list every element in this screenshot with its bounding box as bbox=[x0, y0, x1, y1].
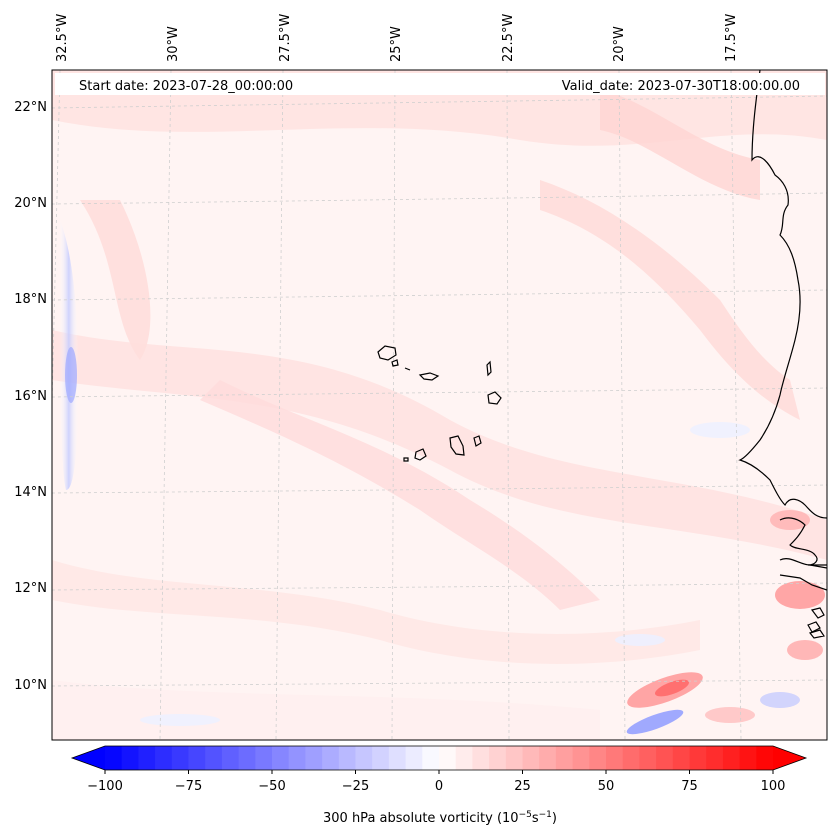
lon-label-32-5w: 32.5°W bbox=[55, 14, 70, 62]
lat-label-16n: 16°N bbox=[14, 389, 47, 404]
colorbar-cell bbox=[689, 746, 707, 770]
colorbar-label-exp2: −1 bbox=[539, 810, 552, 820]
colorbar-tick-label: 25 bbox=[514, 779, 531, 794]
colorbar-cell bbox=[522, 746, 540, 770]
colorbar-cell bbox=[205, 746, 223, 770]
coastline bbox=[377, 70, 827, 639]
colorbar-cell bbox=[155, 746, 173, 770]
colorbar-cell bbox=[606, 746, 624, 770]
colorbar-cell bbox=[555, 746, 574, 770]
colorbar-cell bbox=[672, 746, 691, 770]
colorbar-cell bbox=[171, 746, 190, 770]
colorbar-tick-label: 100 bbox=[761, 779, 786, 794]
lon-label-20w: 20°W bbox=[612, 26, 627, 62]
lat-label-10n: 10°N bbox=[14, 678, 47, 693]
lon-label-25w: 25°W bbox=[389, 26, 404, 62]
start-date-label: Start date: 2023-07-28_00:00:00 bbox=[79, 79, 293, 94]
colorbar-cell bbox=[439, 746, 457, 770]
colorbar-tick-label: 75 bbox=[681, 779, 698, 794]
lat-label-14n: 14°N bbox=[14, 485, 47, 500]
colorbar-cell bbox=[472, 746, 490, 770]
colorbar-cell bbox=[272, 746, 290, 770]
colorbar-cell bbox=[105, 746, 123, 770]
colorbar-cell bbox=[305, 746, 323, 770]
colorbar-label-exp1: −5 bbox=[519, 810, 532, 820]
colorbar-tick-label: −75 bbox=[175, 779, 202, 794]
graticule bbox=[52, 70, 827, 740]
colorbar-cell bbox=[238, 746, 256, 770]
lat-label-12n: 12°N bbox=[14, 581, 47, 596]
colorbar-label-text: 300 hPa absolute vorticity (10 bbox=[323, 811, 519, 826]
map-frame bbox=[51, 69, 828, 741]
lon-label-27-5w: 27.5°W bbox=[278, 14, 293, 62]
colorbar-cell bbox=[455, 746, 473, 770]
colorbar-tick-label: −25 bbox=[342, 779, 369, 794]
vorticity-field bbox=[52, 70, 827, 740]
date-header-box bbox=[55, 73, 825, 95]
colorbar-label-end: ) bbox=[552, 811, 557, 826]
colorbar-cell bbox=[255, 746, 273, 770]
colorbar-cell bbox=[288, 746, 306, 770]
colorbar-cell bbox=[756, 746, 774, 770]
colorbar-ticks: −100 −75 −50 −25 0 25 50 75 100 bbox=[87, 770, 785, 794]
colorbar-cell bbox=[121, 746, 139, 770]
colorbar-cell bbox=[355, 746, 373, 770]
lon-label-30w: 30°W bbox=[166, 26, 181, 62]
colorbar-cell bbox=[138, 746, 156, 770]
colorbar-cell bbox=[656, 746, 674, 770]
colorbar-cell bbox=[739, 746, 757, 770]
lon-label-22-5w: 22.5°W bbox=[501, 14, 516, 62]
colorbar-label-mid: s bbox=[532, 811, 539, 826]
valid-date-label: Valid_date: 2023-07-30T18:00:00.00 bbox=[562, 79, 800, 94]
colorbar-cell bbox=[589, 746, 607, 770]
colorbar-cell bbox=[372, 746, 390, 770]
colorbar-cell bbox=[405, 746, 423, 770]
colorbar-cell bbox=[722, 746, 741, 770]
colorbar-cell bbox=[706, 746, 724, 770]
colorbar-cell bbox=[322, 746, 340, 770]
colorbar-min-extend bbox=[72, 746, 105, 770]
lat-label-18n: 18°N bbox=[14, 292, 47, 307]
colorbar-cell bbox=[422, 746, 440, 770]
lat-label-20n: 20°N bbox=[14, 196, 47, 211]
colorbar-cell bbox=[505, 746, 524, 770]
colorbar-tick-label: 50 bbox=[598, 779, 615, 794]
colorbar-cell bbox=[188, 746, 206, 770]
colorbar-cell bbox=[622, 746, 640, 770]
colorbar-cell bbox=[221, 746, 240, 770]
colorbar-tick-label: 0 bbox=[435, 779, 443, 794]
colorbar-tick-label: −50 bbox=[258, 779, 285, 794]
lat-label-22n: 22°N bbox=[14, 100, 47, 115]
colorbar-cell bbox=[539, 746, 557, 770]
colorbar-cell bbox=[338, 746, 357, 770]
colorbar-max-extend bbox=[773, 746, 806, 770]
colorbar-cell bbox=[489, 746, 507, 770]
colorbar-tick-label: −100 bbox=[87, 779, 123, 794]
colorbar-cell bbox=[572, 746, 590, 770]
colorbar-label: 300 hPa absolute vorticity (10−5s−1) bbox=[323, 810, 557, 826]
longitude-labels: 32.5°W 30°W 27.5°W 25°W 22.5°W 20°W 17.5… bbox=[55, 14, 739, 62]
colorbar-cell bbox=[639, 746, 657, 770]
lon-label-17-5w: 17.5°W bbox=[724, 14, 739, 62]
colorbar-cells bbox=[105, 746, 774, 770]
colorbar-cell bbox=[388, 746, 407, 770]
colorbar: −100 −75 −50 −25 0 25 50 75 100 300 hPa absolute… bbox=[70, 745, 808, 826]
latitude-labels: 22°N 20°N 18°N 16°N 14°N 12°N 10°N bbox=[14, 100, 47, 693]
